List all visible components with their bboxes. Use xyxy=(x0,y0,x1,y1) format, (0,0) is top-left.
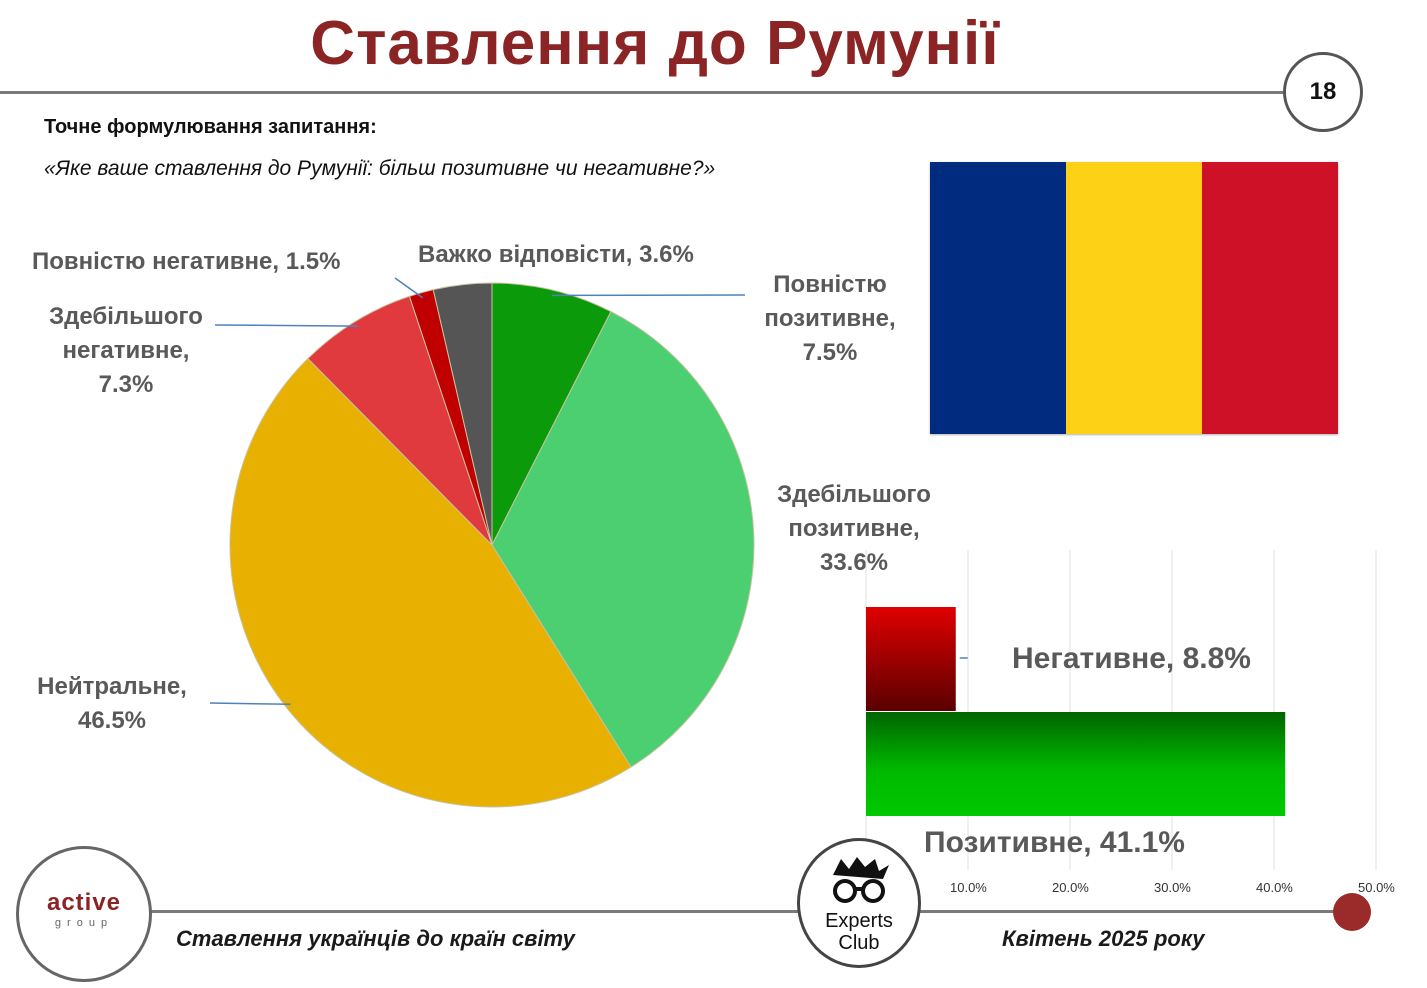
flag-stripe-yellow xyxy=(1066,162,1202,434)
header-divider xyxy=(0,91,1287,94)
bar-tick-label: 20.0% xyxy=(1052,880,1089,895)
glasses-icon xyxy=(833,857,889,903)
footer-divider-right xyxy=(918,910,1336,913)
pie-label-mostly-negative: Здебільшого негативне, 7.3% xyxy=(49,303,203,398)
bar-label-negative: Негативне, 8.8% xyxy=(1012,642,1251,675)
pie-slice-mostly-positive xyxy=(491,310,755,768)
bar-tick-label: 30.0% xyxy=(1154,880,1191,895)
footer-divider-left xyxy=(150,910,800,913)
flag-stripe-red xyxy=(1202,162,1338,434)
pie-slice-hard-to-say xyxy=(432,282,493,546)
pie-leader-mostly-negative xyxy=(214,324,358,327)
bar-tick-label: 50.0% xyxy=(1358,880,1395,895)
pie-slice-neutral xyxy=(229,357,632,808)
pie-label-fully-negative: Повністю негативне, 1.5% xyxy=(32,248,341,275)
pie-slice-mostly-negative xyxy=(307,295,493,546)
experts-club-logo: Experts Club xyxy=(797,838,921,968)
question-text: «Яке ваше ставлення до Румунії: більш по… xyxy=(44,157,716,180)
pie-label-mostly-positive: Здебільшого позитивне, 33.6% xyxy=(777,481,931,576)
bar-chart xyxy=(865,550,1377,870)
bar-positive xyxy=(866,712,1286,816)
pie-leader-neutral xyxy=(209,702,291,706)
footer-dot-icon xyxy=(1333,893,1371,931)
flag-stripe-blue xyxy=(930,162,1066,434)
bar-negative xyxy=(866,607,956,711)
bar-tick-label: 10.0% xyxy=(950,880,987,895)
bar-label-positive: Позитивне, 41.1% xyxy=(924,826,1185,859)
pie-label-neutral: Нейтральне, 46.5% xyxy=(37,673,187,734)
footer-left-text: Ставлення українців до країн світу xyxy=(176,926,575,951)
page-number-badge: 18 xyxy=(1283,52,1363,132)
pie-label-hard-to-say: Важко відповісти, 3.6% xyxy=(418,241,694,268)
active-group-logo: active group xyxy=(16,846,152,982)
bar-tick-label: 40.0% xyxy=(1256,880,1293,895)
pie-slice-fully-positive xyxy=(491,282,612,546)
page-number: 18 xyxy=(1309,78,1337,105)
page-title: Ставлення до Румунії xyxy=(310,9,1000,78)
question-heading: Точне формулювання запитання: xyxy=(44,116,377,138)
pie-leader-fully-negative xyxy=(394,277,424,299)
footer-right-text: Квітень 2025 року xyxy=(1002,926,1205,951)
romania-flag xyxy=(930,162,1338,434)
pie-label-fully-positive: Повністю позитивне, 7.5% xyxy=(764,271,896,366)
